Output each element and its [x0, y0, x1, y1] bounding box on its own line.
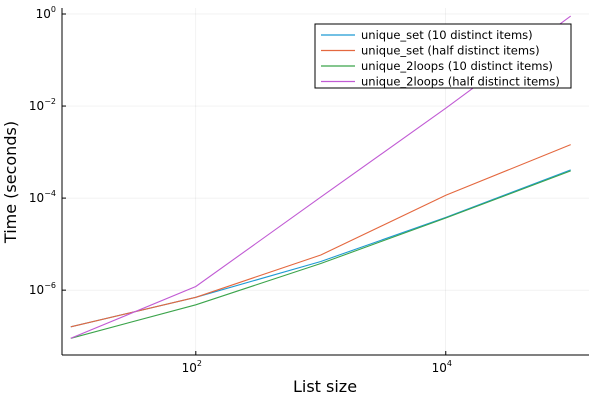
y-tick-label: 10−2	[29, 97, 56, 113]
x-tick-label: 102	[182, 359, 202, 375]
y-tick-label: 100	[36, 5, 56, 21]
plot-frame	[61, 8, 589, 356]
y-tick-label: 10−4	[29, 189, 56, 205]
y-tick-label: 10−6	[29, 281, 56, 297]
legend: unique_set (10 distinct items) unique_set…	[314, 23, 572, 89]
y-axis-title: Time (seconds)	[1, 121, 20, 244]
series-lines	[70, 15, 572, 339]
legend-label: unique_set (10 distinct items)	[361, 28, 533, 42]
series-line-2	[70, 144, 571, 328]
x-tick-label: 104	[432, 359, 452, 375]
series-line-3	[70, 170, 571, 339]
x-axis-title: List size	[293, 377, 357, 396]
legend-label: unique_set (half distinct items)	[361, 44, 540, 58]
legend-box	[314, 23, 572, 89]
tick-labels: 102 104 10−6 10−4 10−2 100	[29, 5, 452, 375]
legend-label: unique_2loops (half distinct items)	[361, 75, 560, 89]
legend-label: unique_2loops (10 distinct items)	[361, 59, 553, 73]
series-line-1	[70, 169, 571, 328]
